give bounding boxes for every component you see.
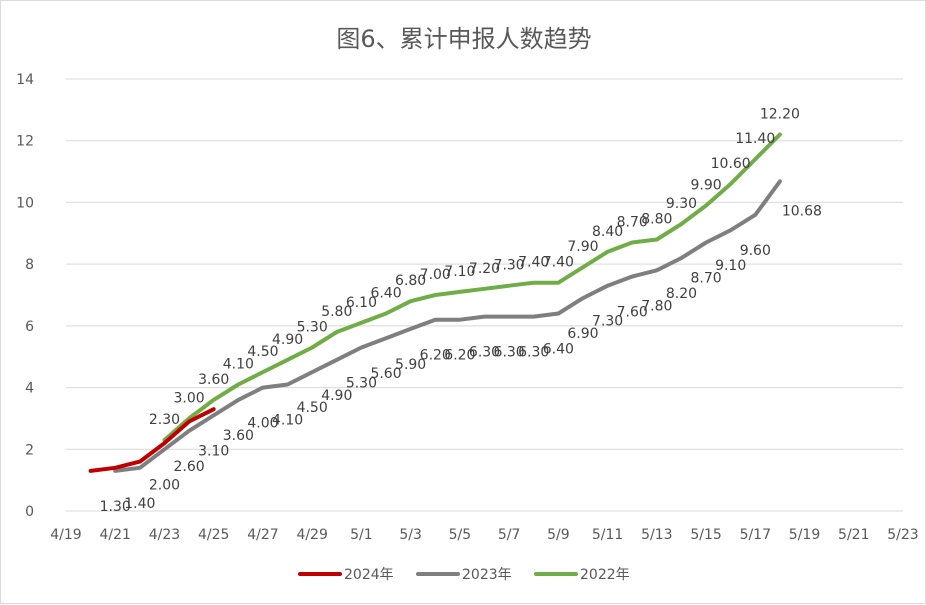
x-tick-label: 4/21 (100, 527, 131, 543)
data-label: 8.20 (666, 286, 697, 302)
data-label: 6.10 (346, 295, 377, 311)
x-tick-label: 4/25 (198, 527, 229, 543)
x-tick-label: 5/19 (789, 527, 820, 543)
data-label: 6.20 (444, 348, 475, 364)
y-tick-label: 4 (25, 381, 34, 397)
data-label: 11.40 (735, 131, 775, 147)
x-tick-label: 5/17 (740, 527, 771, 543)
data-label: 7.90 (567, 239, 598, 255)
data-label: 4.50 (247, 344, 278, 360)
data-label: 10.60 (711, 156, 751, 172)
data-labels: 1.301.402.002.603.103.604.004.104.504.90… (100, 107, 822, 515)
data-label: 4.10 (272, 412, 303, 428)
data-label: 4.10 (223, 356, 254, 372)
series-line-1 (113, 179, 782, 473)
x-tick-label: 4/27 (247, 527, 278, 543)
y-tick-label: 0 (25, 504, 34, 520)
data-label: 3.10 (198, 443, 229, 459)
legend-label-2: 2022年 (580, 567, 630, 583)
data-label: 8.70 (617, 215, 648, 231)
data-label: 8.70 (690, 271, 721, 287)
x-tick-label: 5/13 (641, 527, 672, 543)
data-label: 4.00 (247, 416, 278, 432)
data-label: 4.90 (321, 388, 352, 404)
data-label: 7.00 (420, 267, 451, 283)
data-label: 7.60 (617, 304, 648, 320)
x-tick-label: 4/19 (50, 527, 81, 543)
x-tick-label: 5/7 (498, 527, 521, 543)
data-label: 8.40 (592, 224, 623, 240)
y-tick-label: 2 (25, 442, 34, 458)
x-tick-label: 4/29 (296, 527, 327, 543)
data-label: 3.60 (223, 428, 254, 444)
data-label: 2.60 (174, 459, 205, 475)
data-label: 5.90 (395, 357, 426, 373)
grid (66, 78, 903, 512)
data-label: 9.10 (715, 258, 746, 274)
y-axis-ticks: 0 2 4 6 8 10 12 14 (16, 72, 34, 520)
data-label: 7.20 (469, 261, 500, 277)
x-axis-ticks: 4/19 4/21 4/23 4/25 4/27 4/29 5/1 5/3 5/5 5/7 5/9 5… (50, 527, 918, 543)
y-tick-label: 14 (16, 72, 34, 88)
data-label: 9.60 (740, 243, 771, 259)
x-tick-label: 5/5 (449, 527, 472, 543)
y-tick-label: 10 (16, 195, 34, 211)
data-label: 3.00 (174, 390, 205, 406)
data-label: 1.30 (100, 499, 131, 515)
legend-label-0: 2024年 (344, 567, 394, 583)
y-tick-label: 12 (16, 134, 34, 150)
data-label: 7.30 (592, 314, 623, 330)
data-label: 7.80 (641, 298, 672, 314)
y-tick-label: 8 (25, 257, 34, 273)
x-tick-label: 5/1 (350, 527, 373, 543)
x-tick-label: 5/3 (399, 527, 422, 543)
data-label: 5.30 (297, 319, 328, 335)
data-label: 10.68 (782, 203, 822, 219)
x-tick-label: 4/23 (149, 527, 180, 543)
data-label: 6.30 (469, 345, 500, 361)
data-label: 6.30 (494, 345, 525, 361)
data-label: 9.30 (666, 196, 697, 212)
data-label: 12.20 (760, 107, 800, 123)
data-label: 9.90 (690, 178, 721, 194)
y-tick-label: 6 (25, 319, 34, 335)
chart-title: 图6、累计申报人数趋势 (336, 25, 591, 53)
data-label: 2.30 (149, 412, 180, 428)
series-line-0 (88, 407, 216, 473)
x-tick-label: 5/23 (887, 527, 918, 543)
x-tick-label: 5/21 (838, 527, 869, 543)
series-line-2 (162, 132, 782, 442)
data-label: 6.80 (395, 273, 426, 289)
data-label: 5.60 (370, 366, 401, 382)
data-label: 2.00 (149, 477, 180, 493)
legend: 2024年 2023年 2022年 (298, 567, 630, 583)
data-label: 4.90 (272, 332, 303, 348)
data-label: 1.40 (124, 496, 155, 512)
data-label: 3.60 (198, 372, 229, 388)
data-label: 5.80 (321, 304, 352, 320)
data-label: 7.40 (543, 255, 574, 271)
data-label: 8.80 (641, 211, 672, 227)
data-label: 5.30 (346, 375, 377, 391)
data-label: 6.30 (518, 345, 549, 361)
data-label: 4.50 (297, 400, 328, 416)
data-label: 7.40 (518, 255, 549, 271)
data-label: 6.40 (543, 342, 574, 358)
x-tick-label: 5/11 (592, 527, 623, 543)
data-label: 6.90 (567, 326, 598, 342)
data-label: 7.30 (494, 258, 525, 274)
series-lines (88, 132, 782, 473)
legend-label-1: 2023年 (462, 567, 512, 583)
x-tick-label: 5/15 (690, 527, 721, 543)
data-label: 6.20 (420, 348, 451, 364)
data-label: 7.10 (444, 264, 475, 280)
data-label: 6.40 (370, 286, 401, 302)
x-tick-label: 5/9 (547, 527, 570, 543)
